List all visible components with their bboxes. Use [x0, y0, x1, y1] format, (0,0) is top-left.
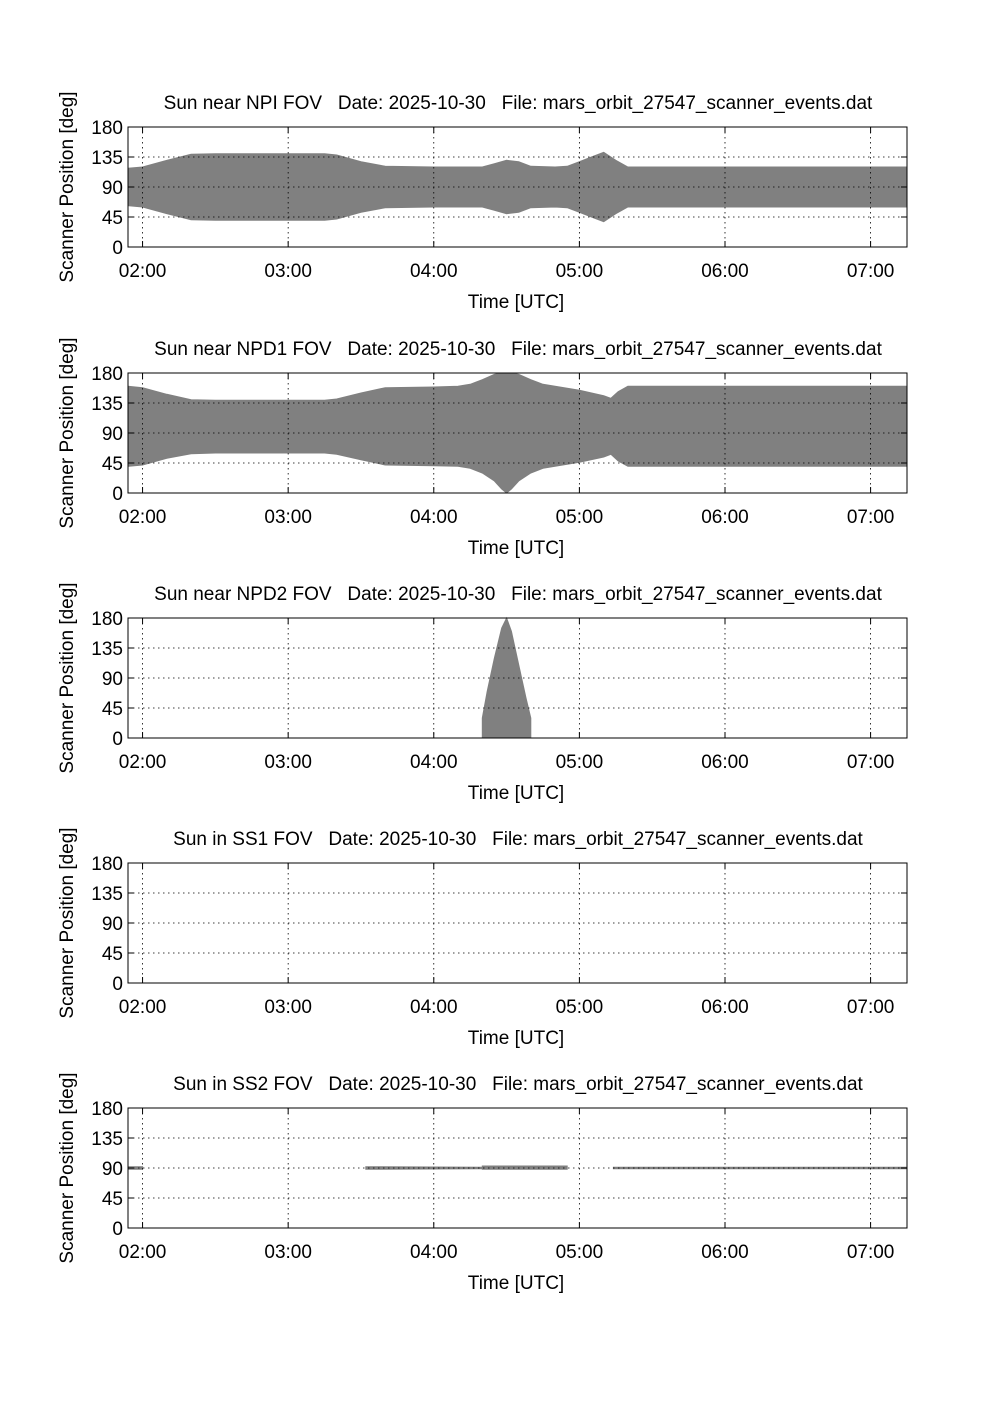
y-tick-label: 135 [91, 884, 123, 905]
y-tick-label: 135 [91, 148, 123, 169]
chart-panel-5: 180 135 90 45 002:00 03:00 04:00 05:00 06:00 07:0… [57, 1072, 908, 1294]
chart-panel-1: 180 135 90 45 002:00 03:00 04:00 05:00 06:00 07:0… [57, 91, 908, 313]
x-tick-label: 06:00 [701, 261, 749, 282]
x-tick-label: 03:00 [264, 507, 312, 528]
y-tick-label: 135 [91, 394, 123, 415]
x-tick-label: 05:00 [556, 261, 604, 282]
y-tick-label: 45 [102, 208, 123, 229]
y-tick-label: 0 [112, 729, 123, 750]
chart-title: Sun in SS2 FOV Date: 2025-10-30 File: ma… [173, 1074, 863, 1095]
x-tick-label: 05:00 [556, 752, 604, 773]
y-tick-label: 0 [112, 974, 123, 995]
plot-frame [127, 617, 908, 739]
y-tick-label: 90 [102, 1159, 123, 1180]
x-axis-label: Time [UTC] [468, 783, 564, 804]
y-tick-label: 45 [102, 454, 123, 475]
x-tick-label: 06:00 [701, 997, 749, 1018]
data-band [127, 151, 908, 223]
chart-panel-3: 180 135 90 45 002:00 03:00 04:00 05:00 06:00 07:0… [57, 582, 908, 804]
x-axis-label: Time [UTC] [468, 292, 564, 313]
y-tick-label: 180 [91, 609, 123, 630]
x-tick-label: 04:00 [410, 997, 458, 1018]
y-axis-label: Scanner Position [deg] [57, 91, 78, 282]
chart-panel-4: 180 135 90 45 002:00 03:00 04:00 05:00 06:00 07:0… [57, 827, 908, 1049]
x-tick-label: 05:00 [556, 997, 604, 1018]
y-tick-label: 90 [102, 424, 123, 445]
y-tick-label: 45 [102, 1189, 123, 1210]
x-tick-label: 06:00 [701, 507, 749, 528]
y-tick-label: 90 [102, 178, 123, 199]
x-tick-label: 05:00 [556, 1242, 604, 1263]
x-tick-label: 02:00 [119, 752, 167, 773]
y-tick-label: 0 [112, 1219, 123, 1240]
y-tick-label: 45 [102, 699, 123, 720]
chart-title: Sun near NPD1 FOV Date: 2025-10-30 File:… [154, 339, 882, 360]
x-tick-label: 04:00 [410, 507, 458, 528]
x-tick-label: 02:00 [119, 1242, 167, 1263]
x-tick-label: 07:00 [847, 261, 895, 282]
y-axis-label: Scanner Position [deg] [57, 582, 78, 773]
x-tick-label: 04:00 [410, 1242, 458, 1263]
y-tick-label: 180 [91, 364, 123, 385]
x-tick-label: 03:00 [264, 261, 312, 282]
x-tick-label: 06:00 [701, 752, 749, 773]
x-tick-label: 07:00 [847, 752, 895, 773]
chart-title: Sun in SS1 FOV Date: 2025-10-30 File: ma… [173, 829, 863, 850]
y-tick-label: 180 [91, 1099, 123, 1120]
x-tick-label: 03:00 [264, 997, 312, 1018]
y-tick-label: 0 [112, 238, 123, 259]
plot-frame [127, 126, 908, 248]
y-tick-label: 135 [91, 639, 123, 660]
data-band [481, 1165, 568, 1170]
y-axis-label: Scanner Position [deg] [57, 1072, 78, 1263]
y-tick-label: 90 [102, 914, 123, 935]
y-tick-label: 90 [102, 669, 123, 690]
x-axis-label: Time [UTC] [468, 1028, 564, 1049]
x-tick-label: 04:00 [410, 752, 458, 773]
y-tick-label: 0 [112, 484, 123, 505]
y-tick-label: 135 [91, 1129, 123, 1150]
plot-frame [127, 862, 908, 984]
x-axis-label: Time [UTC] [468, 1273, 564, 1294]
plot-frame [127, 372, 908, 494]
x-tick-label: 03:00 [264, 752, 312, 773]
y-tick-label: 180 [91, 118, 123, 139]
x-tick-label: 05:00 [556, 507, 604, 528]
data-band [612, 1166, 908, 1170]
x-tick-label: 03:00 [264, 1242, 312, 1263]
x-tick-label: 02:00 [119, 507, 167, 528]
chart-title: Sun near NPD2 FOV Date: 2025-10-30 File:… [154, 584, 882, 605]
y-axis-label: Scanner Position [deg] [57, 337, 78, 528]
x-tick-label: 04:00 [410, 261, 458, 282]
chart-title: Sun near NPI FOV Date: 2025-10-30 File: … [164, 93, 873, 114]
x-axis-label: Time [UTC] [468, 538, 564, 559]
x-tick-label: 06:00 [701, 1242, 749, 1263]
data-band [127, 372, 908, 494]
x-tick-label: 07:00 [847, 1242, 895, 1263]
y-tick-label: 180 [91, 854, 123, 875]
y-axis-label: Scanner Position [deg] [57, 827, 78, 1018]
plot-frame [127, 1107, 908, 1229]
chart-panel-2: 180 135 90 45 002:00 03:00 04:00 05:00 06:00 07:0… [57, 337, 908, 559]
x-tick-label: 07:00 [847, 997, 895, 1018]
y-tick-label: 45 [102, 944, 123, 965]
x-tick-label: 07:00 [847, 507, 895, 528]
x-tick-label: 02:00 [119, 261, 167, 282]
x-tick-label: 02:00 [119, 997, 167, 1018]
